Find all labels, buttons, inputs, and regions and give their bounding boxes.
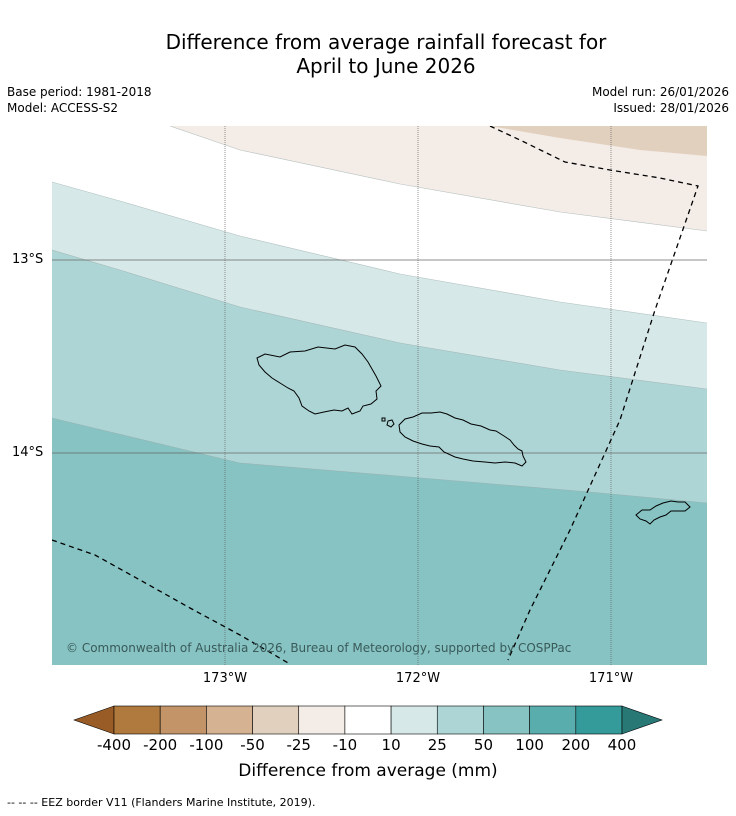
eez-border	[52, 126, 699, 665]
colorbar-arrow-low	[73, 705, 115, 735]
island-apolima	[381, 417, 386, 422]
colorbar-tick-label: 10	[381, 736, 401, 754]
lon-label-173w: 173°W	[202, 671, 248, 686]
map-panel	[52, 126, 707, 665]
colorbar-tick-label: -50	[240, 736, 265, 754]
colorbar-tick-label: -400	[96, 736, 132, 754]
colorbar-tick-label: -200	[143, 736, 178, 754]
chart-title: Difference from average rainfall forecas…	[0, 30, 736, 78]
lon-label-171w: 171°W	[588, 671, 634, 686]
colorbar-segment	[252, 705, 300, 735]
band-edges	[52, 126, 707, 504]
title-line-2: April to June 2026	[296, 54, 476, 78]
model-run: Model run: 26/01/2026	[591, 85, 729, 99]
colorbar-tick-label: -10	[332, 736, 358, 754]
colorbar-segment	[390, 705, 438, 735]
colorbar-segment	[575, 705, 623, 735]
colorbar-tick-label: -100	[189, 736, 224, 754]
lat-label-13s: 13°S	[12, 252, 44, 267]
gridlines	[52, 126, 707, 665]
colorbar-tick-label: 100	[515, 736, 544, 754]
eez-legend-note: -- -- -- EEZ border V11 (Flanders Marine…	[7, 796, 316, 809]
island-manono	[386, 419, 395, 428]
lat-label-14s: 14°S	[12, 445, 44, 460]
colorbar-arrow-high	[621, 705, 663, 735]
base-period: Base period: 1981-2018	[7, 85, 152, 99]
band-neg25-neg10	[170, 126, 707, 231]
colorbar-segment	[436, 705, 484, 735]
island-tutuila	[635, 500, 691, 525]
colorbar-segment	[113, 705, 161, 735]
colorbar-segment	[159, 705, 207, 735]
lon-label-172w: 172°W	[395, 671, 441, 686]
colorbar-tick-label: 200	[561, 736, 591, 754]
colorbar-segment	[483, 705, 530, 735]
meta-left: Base period: 1981-2018 Model: ACCESS-S2	[7, 84, 152, 116]
issued-date: Issued: 28/01/2026	[613, 101, 729, 115]
colorbar-title: Difference from average (mm)	[238, 761, 498, 781]
coastlines	[256, 344, 691, 525]
colorbar-segment	[298, 705, 346, 735]
colorbar-tick-label: 50	[473, 736, 493, 754]
colorbar-tick-label: 400	[607, 736, 637, 754]
colorbar-segment	[206, 705, 253, 735]
island-upolu	[398, 411, 527, 467]
band-neg50-neg25	[490, 126, 707, 156]
colorbar-tick-label: -25	[286, 736, 311, 754]
colorbar-tick-label: 25	[427, 736, 447, 754]
copyright-notice: © Commonwealth of Australia 2026, Bureau…	[66, 641, 572, 655]
colorbar-segment	[529, 705, 577, 735]
model-name: Model: ACCESS-S2	[7, 101, 119, 115]
colorbar	[73, 705, 663, 735]
island-savaii	[256, 344, 382, 415]
title-line-1: Difference from average rainfall forecas…	[165, 30, 607, 54]
meta-right: Model run: 26/01/2026 Issued: 28/01/2026	[592, 84, 729, 116]
colorbar-segment	[344, 705, 392, 735]
